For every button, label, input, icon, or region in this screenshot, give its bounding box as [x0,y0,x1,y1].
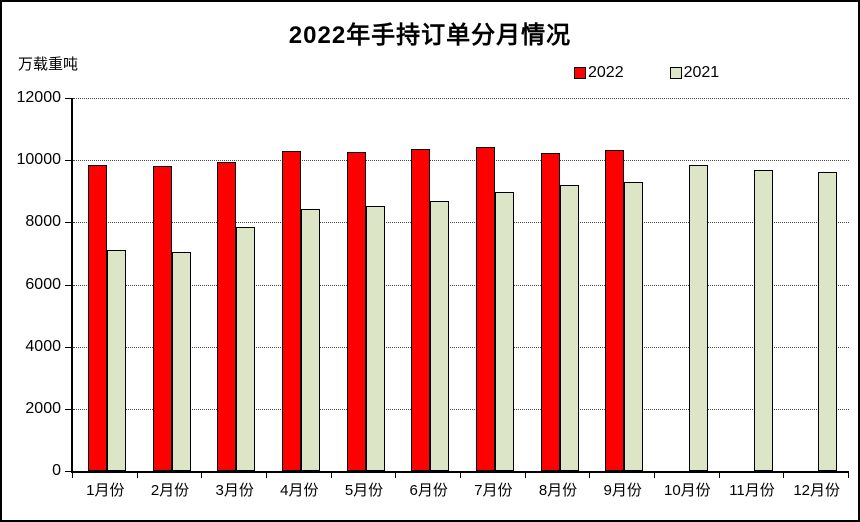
gridline-12000 [73,98,849,99]
x-axis-tick [654,473,655,478]
y-tick-label-10000: 10000 [16,151,62,169]
y-tick-label-8000: 8000 [25,213,61,231]
x-axis-tick [524,473,526,478]
gridline-10000 [73,160,849,162]
legend-label-2021: 2021 [683,64,720,81]
y-axis-tick [65,346,71,348]
bar-2021-7月份 [495,191,514,471]
x-axis-tick [395,473,397,478]
x-axis-tick [848,473,849,478]
legend-swatch-2021 [669,67,682,79]
x-axis-tick [718,473,720,478]
bar-2022-8月份 [540,152,560,471]
x-axis-tick [136,473,138,478]
gridline-8000 [73,222,849,224]
x-tick-label-12月份: 12月份 [793,482,840,499]
x-tick-label-1月份: 1月份 [86,482,125,499]
y-axis-tick [65,408,71,410]
x-tick-label-2月份: 2月份 [150,482,190,499]
y-tick-label-2000: 2000 [25,399,61,417]
y-axis-unit-label: 万载重吨 [18,56,79,73]
bar-2022-2月份 [152,165,172,471]
y-tick-label-6000: 6000 [25,275,61,293]
bar-2022-3月份 [217,162,237,471]
x-axis-tick [330,473,332,478]
y-axis-tick [65,222,71,224]
x-tick-label-5月份: 5月份 [344,482,384,499]
bar-2021-3月份 [236,226,256,471]
x-tick-label-9月份: 9月份 [603,482,642,499]
bar-2021-10月份 [689,164,708,471]
bar-2021-5月份 [365,206,385,471]
gridline-2000 [73,408,849,410]
x-axis-tick [72,473,73,478]
bar-2022-6月份 [411,149,431,471]
x-tick-label-8月份: 8月份 [538,482,578,499]
bar-2021-12月份 [818,172,838,471]
legend-item-2022: 2022 [574,64,624,82]
legend-swatch-2022 [574,67,586,79]
y-tick-label-12000: 12000 [16,89,62,106]
x-axis-tick [783,473,785,478]
bar-2021-6月份 [430,201,450,471]
x-axis-tick [589,473,591,478]
bar-2021-11月份 [753,170,773,471]
y-tick-label-0: 0 [52,462,61,479]
y-axis-tick [65,284,71,286]
gridline-6000 [73,284,849,286]
legend-item-2021: 2021 [669,64,720,82]
bar-2022-5月份 [346,152,366,471]
x-axis-tick [266,473,267,478]
x-tick-label-11月份: 11月份 [729,482,775,499]
bar-2021-9月份 [624,182,644,471]
bar-2022-9月份 [605,150,625,471]
bar-2021-8月份 [559,185,579,471]
x-tick-label-4月份: 4月份 [280,482,319,499]
legend: 2022 2021 [574,64,719,82]
bar-2021-1月份 [107,250,126,471]
x-axis-tick [460,473,461,478]
y-axis-tick [65,160,71,162]
x-tick-label-10月份: 10月份 [663,482,711,499]
legend-label-2022: 2022 [588,64,624,81]
plot-area [71,98,849,473]
bar-2021-4月份 [301,208,320,471]
chart-title: 2022年手持订单分月情况 [288,22,572,49]
gridline-4000 [73,346,849,348]
x-tick-label-3月份: 3月份 [215,482,254,499]
bar-2022-1月份 [88,164,107,471]
y-tick-label-4000: 4000 [25,337,61,355]
x-tick-label-6月份: 6月份 [409,482,448,499]
bar-2022-4月份 [282,151,301,471]
x-tick-label-7月份: 7月份 [474,482,513,499]
bar-2021-2月份 [171,251,191,471]
y-axis-tick [65,471,71,472]
y-axis-tick [65,98,71,99]
x-axis-tick [201,473,203,478]
bar-2022-7月份 [476,146,495,471]
